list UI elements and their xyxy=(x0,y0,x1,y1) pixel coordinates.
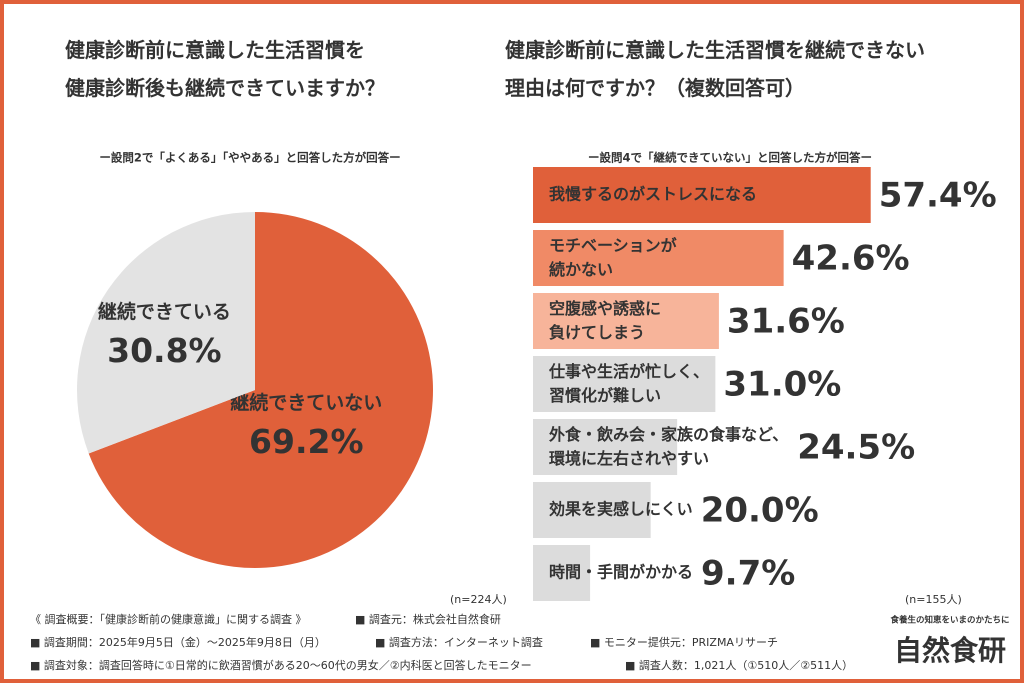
text-line: 外食・飲み会・家族の食事など、 xyxy=(548,425,788,444)
text-line: 空腹感や誘惑に xyxy=(549,299,661,318)
bar xyxy=(533,293,719,349)
bar-category: 我慢するのがストレスになる xyxy=(549,185,757,204)
text-line: モチベーションが xyxy=(549,236,677,255)
sample-note: (n=155人) xyxy=(905,593,962,606)
bar xyxy=(533,545,591,601)
bar-value: 31.0% xyxy=(723,365,841,405)
slice-value: 30.8% xyxy=(107,331,222,370)
bar-category: 外食・飲み会・家族の食事など、環境に左右されやすい xyxy=(548,425,788,468)
chart-title: 健康診断前に意識した生活習慣を健康診断後も継続できていますか？ xyxy=(65,38,385,100)
footer-text: 《 調査概要：「健康診断前の健康意識」に関する調査 》 xyxy=(30,612,307,626)
bar-category: 効果を実感しにくい xyxy=(549,500,693,519)
bar xyxy=(533,419,678,475)
text-line: 健康診断後も継続できていますか？ xyxy=(65,76,385,100)
logo: 自然食研 xyxy=(894,634,1006,667)
bar-value: 20.0% xyxy=(701,491,819,531)
bar-category: モチベーションが続かない xyxy=(549,236,677,279)
sample-note: (n=224人) xyxy=(450,593,507,606)
chart-title: 健康診断前に意識した生活習慣を継続できない理由は何ですか？（複数回答可） xyxy=(505,38,925,100)
text-line: 仕事や生活が忙しく、 xyxy=(548,362,709,381)
footer-text: ■ モニター提供元：PRIZMAリサーチ xyxy=(590,635,778,649)
footer-text: ■ 調査元：株式会社自然食研 xyxy=(355,612,501,626)
bar-value: 57.4% xyxy=(879,176,997,216)
text-line: 負けてしまう xyxy=(549,323,645,342)
bar xyxy=(533,356,716,412)
chart-subtitle: ー設問4で「継続できていない」と回答した方が回答ー xyxy=(588,151,872,165)
bar-value: 42.6% xyxy=(792,239,910,279)
text-line: 健康診断前に意識した生活習慣を xyxy=(65,38,365,62)
pie-slice xyxy=(88,212,434,568)
bar-category: 空腹感や誘惑に負けてしまう xyxy=(549,299,661,342)
slice-label: 継続できている xyxy=(98,300,231,323)
slice-value: 69.2% xyxy=(249,422,364,461)
bar xyxy=(533,167,871,223)
footer-text: ■ 調査対象：調査回答時に①日常的に飲酒習慣がある20〜60代の男女／②内科医と… xyxy=(30,658,532,672)
footer-text: ■ 調査人数：1,021人（①510人／②511人） xyxy=(625,658,853,672)
chart-subtitle: ー設問2で「よくある」「ややある」と回答した方が回答ー xyxy=(99,151,400,165)
bar-category: 仕事や生活が忙しく、習慣化が難しい xyxy=(548,362,709,405)
text-line: 環境に左右されやすい xyxy=(549,449,709,468)
text-line: 続かない xyxy=(549,260,613,279)
bar-value: 31.6% xyxy=(727,302,845,342)
bar-value: 9.7% xyxy=(701,554,795,594)
footer-text: ■ 調査期間：2025年9月5日（金）〜2025年9月8日（月） xyxy=(30,635,326,649)
text-line: 健康診断前に意識した生活習慣を継続できない xyxy=(505,38,925,62)
text-line: 理由は何ですか？（複数回答可） xyxy=(505,76,805,100)
bar xyxy=(533,230,784,286)
text-line: 習慣化が難しい xyxy=(549,386,661,405)
bar-value: 24.5% xyxy=(797,428,915,468)
pie-slice xyxy=(76,212,255,454)
footer-text: ■ 調査方法：インターネット調査 xyxy=(375,635,543,649)
bar-category: 時間・手間がかかる xyxy=(549,563,693,582)
logo-tagline: 食養生の知恵をいまのかたちに xyxy=(890,615,1009,626)
slice-label: 継続できていない xyxy=(230,391,382,414)
bar xyxy=(533,482,651,538)
